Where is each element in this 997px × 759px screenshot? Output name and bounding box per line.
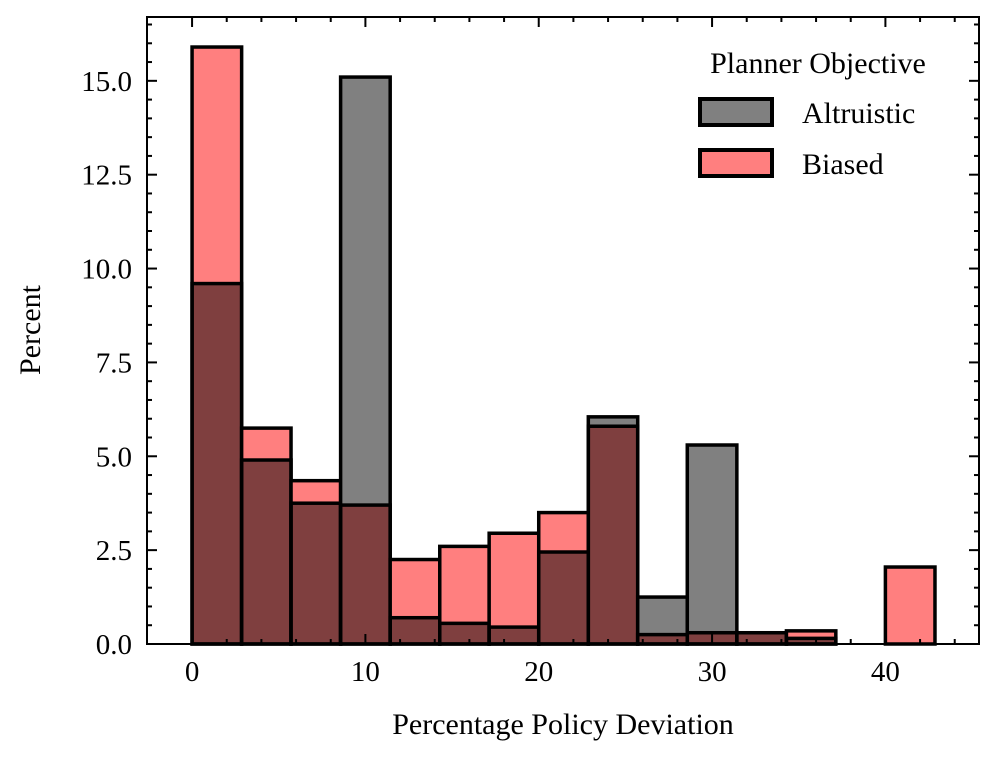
- bar-overlap: [340, 505, 391, 644]
- bar-upper: [192, 47, 242, 284]
- bar-overlap: [538, 552, 589, 644]
- legend: Planner Objective Altruistic Biased: [698, 47, 926, 181]
- bar-upper: [637, 597, 688, 635]
- bar-upper: [885, 567, 935, 644]
- bar-upper: [588, 416, 638, 427]
- x-tick-label: 40: [871, 656, 900, 688]
- bar-overlap: [736, 632, 787, 644]
- bar-overlap: [241, 460, 292, 644]
- bar-upper: [340, 77, 391, 506]
- legend-swatch-altruistic: [698, 97, 774, 127]
- bar-upper: [291, 480, 341, 504]
- legend-swatch-biased: [698, 148, 774, 178]
- tick-labels-group: 0 10 20 30 40 0.0 2.5 5.0 7.5 10.0 12.5 15.0: [81, 66, 900, 688]
- bar-upper: [786, 630, 836, 639]
- bar-upper: [538, 512, 589, 553]
- bar-overlap: [489, 627, 539, 644]
- legend-title: Planner Objective: [710, 47, 926, 80]
- y-axis-label: Percent: [14, 284, 47, 375]
- y-tick-label: 2.5: [96, 535, 132, 567]
- bar-overlap: [786, 638, 836, 644]
- y-tick-label: 7.5: [96, 347, 132, 379]
- bar-upper: [687, 445, 737, 633]
- bar-overlap: [291, 503, 341, 644]
- y-tick-label: 5.0: [96, 441, 132, 473]
- x-tick-label: 20: [524, 656, 553, 688]
- plot-frame: [146, 16, 980, 645]
- x-tick-label: 10: [351, 656, 380, 688]
- legend-label-biased: Biased: [802, 148, 884, 181]
- bar-overlap: [390, 617, 440, 644]
- legend-label-altruistic: Altruistic: [802, 97, 915, 130]
- y-tick-label: 10.0: [81, 254, 132, 286]
- y-tick-label: 0.0: [96, 629, 132, 661]
- bar-overlap: [637, 634, 688, 644]
- x-tick-label: 30: [698, 656, 727, 688]
- ticks-group: [147, 17, 979, 645]
- bar-overlap: [192, 283, 242, 644]
- x-tick-label: 0: [185, 656, 200, 688]
- bar-upper: [489, 533, 539, 628]
- y-tick-label: 15.0: [81, 66, 132, 98]
- bar-overlap: [588, 426, 638, 644]
- bar-upper: [241, 428, 292, 461]
- x-axis-label: Percentage Policy Deviation: [392, 708, 734, 741]
- bar-overlap: [439, 623, 490, 644]
- y-tick-label: 12.5: [81, 160, 132, 192]
- bar-upper: [390, 559, 440, 618]
- bar-upper: [439, 546, 490, 624]
